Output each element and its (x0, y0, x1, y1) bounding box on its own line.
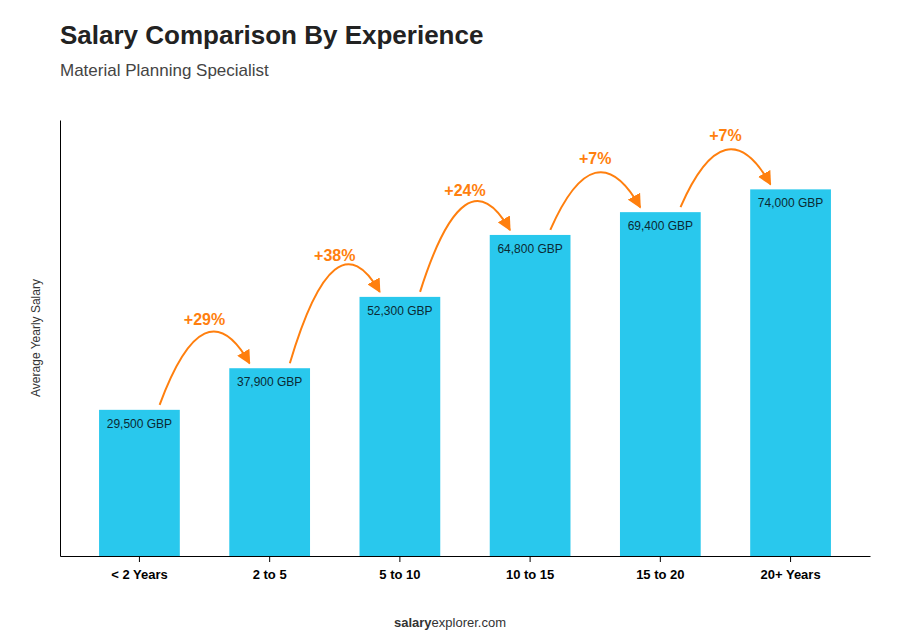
x-tick: 2 to 5 (253, 556, 287, 582)
change-label: +7% (579, 150, 611, 167)
x-tick-label: 10 to 15 (506, 567, 554, 582)
change-label: +29% (184, 311, 225, 328)
x-axis: < 2 Years 2 to 5 5 to 10 10 to 15 15 to 20 20… (61, 556, 871, 582)
change-arrow (420, 201, 510, 292)
x-tick-label: 15 to 20 (636, 567, 684, 582)
x-tick: 10 to 15 (506, 556, 554, 582)
bar (490, 235, 571, 556)
y-axis (60, 121, 61, 557)
x-tick-label: 5 to 10 (379, 567, 420, 582)
data-label: 52,300 GBP (367, 304, 432, 318)
x-tick-mark (399, 556, 400, 562)
subtitle: Material Planning Specialist (60, 61, 269, 80)
x-tick-label: < 2 Years (111, 567, 168, 582)
x-tick-mark (790, 556, 791, 562)
data-label: 74,000 GBP (758, 196, 823, 210)
footer: salaryexplorer.com (394, 615, 506, 630)
bar (360, 297, 441, 556)
x-axis-domain (61, 556, 871, 557)
change-arrow (160, 331, 250, 404)
x-tick: < 2 Years (111, 556, 168, 582)
title: Salary Comparison By Experience (60, 20, 483, 50)
bar (99, 410, 180, 556)
x-tick-mark (530, 556, 531, 562)
x-tick: 15 to 20 (636, 556, 684, 582)
data-label: 69,400 GBP (628, 219, 693, 233)
plot-area: < 2 Years 2 to 5 5 to 10 10 to 15 15 to 20 20… (61, 121, 871, 583)
x-tick-mark (269, 556, 270, 562)
data-label: 29,500 GBP (107, 417, 172, 431)
data-label: 37,900 GBP (237, 375, 302, 389)
change-arrow (290, 264, 380, 363)
x-tick-label: 2 to 5 (253, 567, 287, 582)
data-labels: 29,500 GBP 37,900 GBP 52,300 GBP 64,800 GBP… (107, 196, 824, 430)
bar (229, 368, 310, 556)
change-arrow (550, 172, 640, 230)
change-label: +24% (444, 182, 485, 199)
y-axis-label: Average Yearly Salary (29, 279, 43, 397)
change-label: +7% (709, 127, 741, 144)
change-arrow (681, 149, 771, 207)
x-tick-mark (660, 556, 661, 562)
x-tick: 5 to 10 (379, 556, 420, 582)
chart-svg: Salary Comparison By Experience Material … (0, 0, 900, 641)
x-tick: 20+ Years (760, 556, 820, 582)
bar (620, 212, 701, 556)
annotations: +29% +38% +24% +7% +7% (160, 127, 771, 405)
bar (750, 189, 831, 556)
change-label: +38% (314, 247, 355, 264)
data-label: 64,800 GBP (497, 242, 562, 256)
bars (99, 189, 831, 556)
footer-part: salary (394, 615, 432, 630)
x-tick-label: 20+ Years (760, 567, 820, 582)
x-tick-mark (139, 556, 140, 562)
y-axis-domain (60, 121, 61, 557)
footer-part: explorer.com (432, 615, 506, 630)
